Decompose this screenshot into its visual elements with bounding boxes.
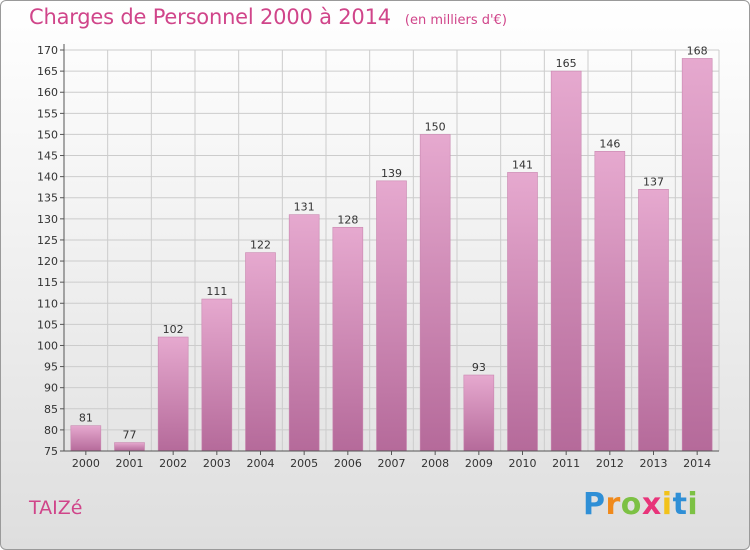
bar-2000	[70, 425, 102, 452]
bar-2008	[419, 134, 451, 452]
y-tick-label: 130	[37, 213, 58, 226]
bar-2001	[114, 442, 145, 452]
bar-2003	[201, 298, 233, 452]
x-tick-label-2002: 2002	[159, 457, 187, 470]
value-label-2011: 165	[556, 57, 577, 70]
bar-2012	[594, 151, 626, 452]
chart-subtitle: (en milliers d'€)	[404, 13, 507, 28]
x-tick-label-2007: 2007	[378, 457, 406, 470]
value-label-2006: 128	[337, 213, 358, 226]
chart-title: Charges de Personnel 2000 à 2014 (en mill…	[29, 5, 507, 29]
x-tick-label-2005: 2005	[290, 457, 318, 470]
y-tick-label: 125	[37, 234, 58, 247]
x-tick-label-2013: 2013	[640, 457, 668, 470]
x-tick-label-2003: 2003	[203, 457, 231, 470]
y-tick-label: 95	[44, 361, 58, 374]
bars: 81 77 102 111 122 131 128 139 150 93 141 165 146 137 1…	[70, 44, 713, 452]
x-tick-label-2014: 2014	[683, 457, 711, 470]
bar-2009	[463, 374, 495, 452]
commune-name: TAIZé	[29, 497, 83, 519]
x-tick-label-2012: 2012	[596, 457, 624, 470]
y-tick-label: 85	[44, 403, 58, 416]
y-tick-label: 110	[37, 297, 58, 310]
bar-2004	[245, 252, 276, 452]
y-tick-label: 135	[37, 192, 58, 205]
y-tick-label: 105	[37, 318, 58, 331]
y-tick-label: 120	[37, 255, 58, 268]
value-label-2003: 111	[206, 285, 227, 298]
chart-title-text: Charges de Personnel 2000 à 2014	[29, 5, 391, 29]
value-label-2007: 139	[381, 167, 402, 180]
y-tick-label: 165	[37, 65, 58, 78]
bar-2006	[332, 226, 364, 452]
value-label-2002: 102	[163, 323, 184, 336]
y-tick-label: 115	[37, 276, 58, 289]
x-tick-label-2004: 2004	[247, 457, 275, 470]
value-label-2005: 131	[294, 201, 315, 214]
value-label-2010: 141	[512, 158, 533, 171]
bar-2002	[157, 336, 189, 452]
value-label-2012: 146	[599, 137, 620, 150]
x-tick-label-2009: 2009	[465, 457, 493, 470]
bar-2010	[507, 172, 538, 452]
y-tick-label: 100	[37, 339, 58, 352]
axes: 75 80 85 90 95 100 105 110 115 120 125 130 135 140 145…	[37, 44, 719, 470]
y-tick-label: 90	[44, 382, 58, 395]
y-tick-label: 155	[37, 107, 58, 120]
x-tick-label-2006: 2006	[334, 457, 362, 470]
x-tick-label-2000: 2000	[72, 457, 100, 470]
y-tick-label: 145	[37, 150, 58, 163]
bar-2011	[550, 70, 582, 452]
value-label-2008: 150	[425, 120, 446, 133]
y-tick-label: 80	[44, 424, 58, 437]
bar-2005	[288, 214, 320, 452]
value-label-2014: 168	[687, 44, 708, 57]
value-label-2013: 137	[643, 175, 664, 188]
bar-2007	[376, 180, 407, 452]
x-tick-label-2010: 2010	[509, 457, 537, 470]
y-tick-label: 160	[37, 86, 58, 99]
proxiti-logo: Proxiti	[583, 487, 699, 522]
x-tick-label-2008: 2008	[421, 457, 449, 470]
value-label-2004: 122	[250, 239, 271, 252]
x-tick-label-2001: 2001	[116, 457, 144, 470]
value-label-2009: 93	[472, 361, 486, 374]
value-label-2001: 77	[123, 429, 137, 442]
y-tick-label: 140	[37, 171, 58, 184]
y-tick-label: 150	[37, 128, 58, 141]
x-tick-label-2011: 2011	[552, 457, 580, 470]
value-label-2000: 81	[79, 412, 93, 425]
bar-2013	[638, 188, 669, 452]
y-tick-label: 75	[44, 445, 58, 458]
bar-2014	[681, 58, 713, 452]
y-tick-label: 170	[37, 44, 58, 57]
